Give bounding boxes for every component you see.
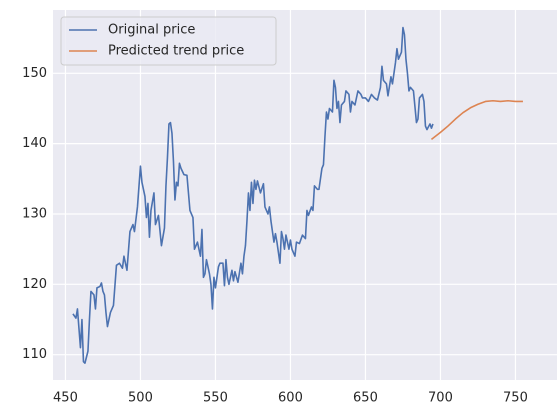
y-tick-label: 150 <box>22 66 47 81</box>
x-tick-label: 500 <box>128 391 153 406</box>
x-tick-label: 700 <box>428 391 453 406</box>
x-tick-label: 650 <box>353 391 378 406</box>
legend-label: Original price <box>108 23 195 38</box>
legend-box <box>60 16 277 66</box>
x-tick-label: 600 <box>278 391 303 406</box>
y-tick-label: 130 <box>22 206 47 221</box>
y-tick-label: 120 <box>22 277 47 292</box>
x-tick-label: 550 <box>203 391 228 406</box>
y-tick-label: 110 <box>22 347 47 362</box>
line-series <box>72 26 434 364</box>
legend-label: Predicted trend price <box>108 44 244 59</box>
line-series <box>430 99 523 141</box>
plot-area <box>53 10 557 380</box>
x-tick-label: 450 <box>53 391 78 406</box>
x-tick-label: 750 <box>503 391 528 406</box>
y-tick-label: 140 <box>22 136 47 151</box>
